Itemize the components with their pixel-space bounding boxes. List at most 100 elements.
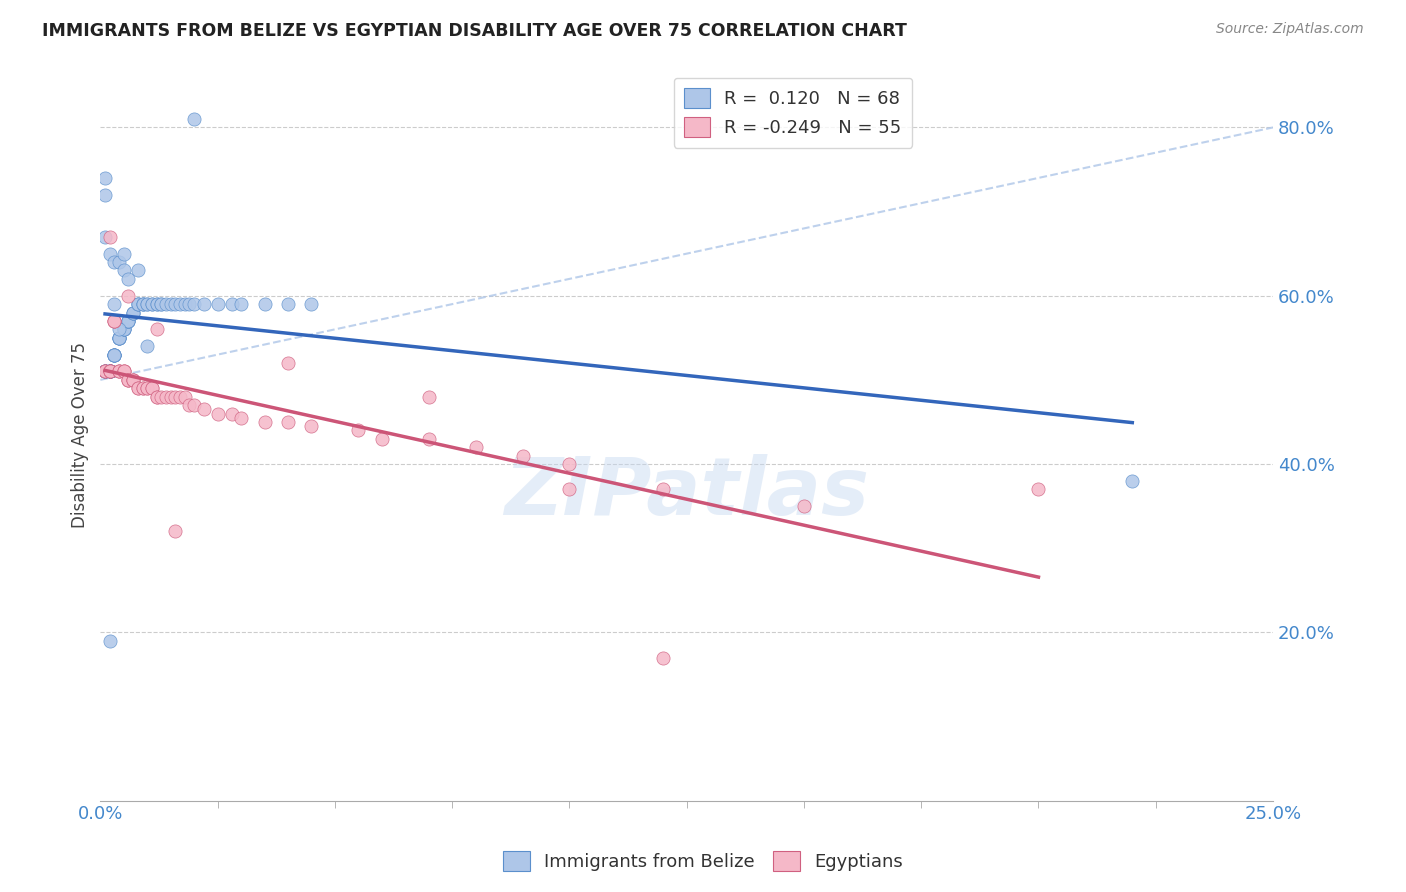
Point <box>98 246 121 260</box>
Point <box>103 314 125 328</box>
Point <box>94 364 117 378</box>
Point <box>371 432 394 446</box>
Point <box>558 483 581 497</box>
Point <box>183 398 205 412</box>
Point <box>103 348 125 362</box>
Point <box>103 297 125 311</box>
Point <box>179 398 201 412</box>
Point <box>98 633 121 648</box>
Point <box>159 390 181 404</box>
Point <box>347 423 370 437</box>
Point <box>136 297 159 311</box>
Point <box>136 339 159 353</box>
Point <box>1121 474 1143 488</box>
Point <box>103 348 125 362</box>
Point <box>253 297 276 311</box>
Point <box>558 457 581 471</box>
Point <box>98 364 121 378</box>
Legend: R =  0.120   N = 68, R = -0.249   N = 55: R = 0.120 N = 68, R = -0.249 N = 55 <box>673 78 912 148</box>
Point <box>169 297 191 311</box>
Point <box>112 322 135 336</box>
Point <box>207 297 229 311</box>
Point <box>277 415 299 429</box>
Point <box>141 381 163 395</box>
Point <box>253 415 276 429</box>
Point <box>141 381 163 395</box>
Point <box>150 297 173 311</box>
Point <box>122 305 145 319</box>
Point <box>145 297 167 311</box>
Point <box>141 297 163 311</box>
Point <box>229 297 252 311</box>
Point <box>98 229 121 244</box>
Point <box>122 373 145 387</box>
Legend: Immigrants from Belize, Egyptians: Immigrants from Belize, Egyptians <box>495 844 911 879</box>
Point <box>193 297 215 311</box>
Point <box>94 170 117 185</box>
Point <box>418 432 440 446</box>
Point <box>179 297 201 311</box>
Point <box>131 381 153 395</box>
Point <box>207 407 229 421</box>
Point <box>94 229 117 244</box>
Point <box>122 373 145 387</box>
Point <box>165 390 187 404</box>
Point <box>652 483 675 497</box>
Point <box>98 364 121 378</box>
Point <box>652 650 675 665</box>
Point <box>159 297 181 311</box>
Text: ZIPatlas: ZIPatlas <box>505 454 869 533</box>
Point <box>94 364 117 378</box>
Point <box>117 373 139 387</box>
Point <box>108 364 131 378</box>
Point <box>136 297 159 311</box>
Text: IMMIGRANTS FROM BELIZE VS EGYPTIAN DISABILITY AGE OVER 75 CORRELATION CHART: IMMIGRANTS FROM BELIZE VS EGYPTIAN DISAB… <box>42 22 907 40</box>
Point <box>98 364 121 378</box>
Point <box>793 499 815 513</box>
Point <box>1028 483 1050 497</box>
Point <box>112 364 135 378</box>
Point <box>277 356 299 370</box>
Point <box>150 390 173 404</box>
Point <box>150 297 173 311</box>
Point <box>103 348 125 362</box>
Point <box>131 297 153 311</box>
Y-axis label: Disability Age Over 75: Disability Age Over 75 <box>72 342 89 527</box>
Point <box>131 381 153 395</box>
Point <box>112 246 135 260</box>
Point <box>98 364 121 378</box>
Point <box>127 297 149 311</box>
Point <box>103 348 125 362</box>
Point <box>108 255 131 269</box>
Point <box>112 364 135 378</box>
Point <box>131 297 153 311</box>
Point <box>418 390 440 404</box>
Point <box>112 322 135 336</box>
Point <box>145 390 167 404</box>
Point <box>127 381 149 395</box>
Point <box>131 297 153 311</box>
Point <box>98 364 121 378</box>
Point <box>98 364 121 378</box>
Point <box>112 263 135 277</box>
Point <box>155 390 177 404</box>
Point <box>221 297 243 311</box>
Point <box>464 440 486 454</box>
Point <box>108 331 131 345</box>
Text: Source: ZipAtlas.com: Source: ZipAtlas.com <box>1216 22 1364 37</box>
Point <box>117 314 139 328</box>
Point <box>127 297 149 311</box>
Point <box>112 364 135 378</box>
Point <box>94 364 117 378</box>
Point <box>127 263 149 277</box>
Point <box>94 187 117 202</box>
Point <box>103 314 125 328</box>
Point <box>112 322 135 336</box>
Point <box>122 305 145 319</box>
Point <box>103 348 125 362</box>
Point <box>117 373 139 387</box>
Point <box>108 322 131 336</box>
Point <box>108 331 131 345</box>
Point <box>136 381 159 395</box>
Point <box>145 297 167 311</box>
